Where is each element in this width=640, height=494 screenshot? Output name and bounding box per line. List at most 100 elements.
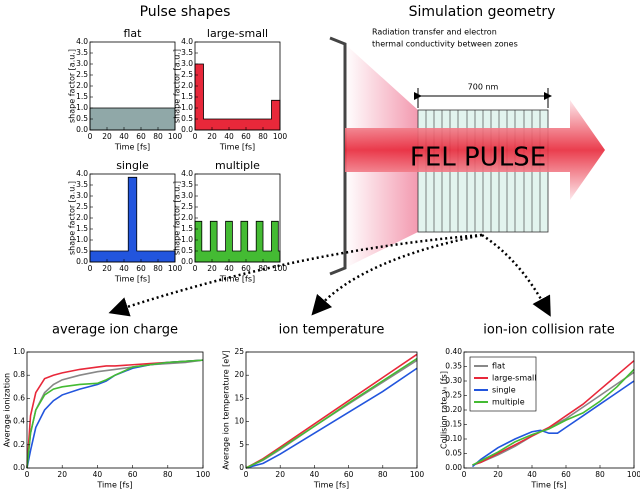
x-axis-label: Time [fs] (313, 481, 349, 490)
y-tick-label: 3.5 (76, 48, 88, 57)
y-tick-label: 1.0 (76, 235, 88, 244)
pulse-label: FEL PULSE (410, 143, 546, 173)
x-tick-label: 100 (168, 264, 183, 273)
x-tick-label: 20 (275, 470, 285, 479)
x-tick-label: 80 (163, 470, 173, 479)
series-line (245, 367, 418, 469)
y-tick-label: 1.5 (76, 224, 88, 233)
x-tick-label: 100 (168, 132, 183, 141)
plot-frame (26, 351, 204, 469)
y-tick-label: 0.00 (445, 463, 462, 472)
x-tick-label: 40 (224, 132, 234, 141)
x-tick-label: 20 (207, 132, 217, 141)
pulse-shape (194, 220, 281, 263)
note: thermal conductivity between zones (372, 40, 518, 49)
width-label: 700 nm (468, 83, 499, 92)
pulse-shape (89, 107, 176, 131)
y-tick-label: 20 (234, 370, 244, 379)
y-tick-label: 2.5 (76, 70, 88, 79)
plot-frame (245, 351, 418, 469)
x-tick-label: 0 (244, 470, 249, 479)
y-axis-label: Average ion temperature [eV] (222, 350, 231, 470)
y-tick-label: 0.5 (181, 246, 193, 255)
x-axis-label: Time [fs] (530, 481, 566, 490)
legend-label: multiple (492, 398, 525, 407)
x-tick-label: 20 (207, 264, 217, 273)
y-tick-label: 0.5 (181, 114, 193, 123)
geometry: FEL PULSE 700 nm Radiation transfer and … (108, 28, 605, 317)
y-tick-label: 0.15 (445, 420, 462, 429)
y-tick-label: 15 (234, 393, 244, 402)
x-tick-label: 40 (224, 264, 234, 273)
chart-title: ion-ion collision rate (483, 323, 615, 338)
x-tick-label: 100 (273, 264, 288, 273)
x-tick-label: 20 (57, 470, 67, 479)
y-tick-label: 0.2 (13, 440, 25, 449)
y-tick-label: 0.0 (181, 125, 193, 134)
legend-label: large-small (492, 374, 536, 383)
y-axis-label: Collision rate νᵢᵢ [fs] (440, 371, 449, 449)
x-tick-label: 60 (344, 470, 354, 479)
x-tick-label: 0 (88, 132, 93, 141)
x-tick-label: 40 (527, 470, 537, 479)
series-line (26, 359, 204, 469)
y-axis-label: shape factor [a.u.] (173, 49, 182, 123)
y-tick-label: 3.0 (76, 59, 88, 68)
y-tick-label: 0.6 (13, 393, 25, 402)
y-tick-label: 10 (234, 417, 244, 426)
x-tick-label: 60 (241, 132, 251, 141)
aperture (329, 36, 347, 276)
chart-title: flat (124, 27, 143, 40)
y-tick-label: 2.0 (181, 81, 193, 90)
y-tick-label: 1.5 (181, 224, 193, 233)
x-tick-label: 60 (136, 132, 146, 141)
plot-area (195, 42, 280, 130)
plot-area (27, 352, 203, 468)
x-tick-label: 40 (119, 132, 129, 141)
y-tick-label: 0.0 (76, 257, 88, 266)
y-tick-label: 1.0 (181, 103, 193, 112)
y-tick-label: 3.5 (76, 180, 88, 189)
y-tick-label: 1.0 (76, 103, 88, 112)
y-tick-label: 25 (234, 347, 244, 356)
x-tick-label: 100 (410, 470, 425, 479)
series-line (472, 360, 635, 466)
y-tick-label: 1.5 (76, 92, 88, 101)
y-axis-label: shape factor [a.u.] (173, 181, 182, 255)
x-tick-label: 0 (88, 264, 93, 273)
y-tick-label: 1.0 (13, 347, 25, 356)
x-tick-label: 20 (493, 470, 503, 479)
y-axis-label: shape factor [a.u.] (68, 181, 77, 255)
x-tick-label: 40 (119, 264, 129, 273)
legend-label: flat (492, 362, 505, 371)
y-tick-label: 0.40 (445, 347, 462, 356)
x-tick-label: 40 (310, 470, 320, 479)
y-tick-label: 0.35 (445, 362, 462, 371)
x-tick-label: 100 (273, 132, 288, 141)
y-tick-label: 0.4 (13, 417, 25, 426)
series-line (471, 380, 635, 468)
y-tick-label: 3.0 (181, 59, 193, 68)
legend-label: single (492, 386, 516, 395)
y-tick-label: 2.0 (76, 213, 88, 222)
y-tick-label: 0.10 (445, 434, 462, 443)
x-axis-label: Time [fs] (96, 481, 132, 490)
y-tick-label: 1.5 (181, 92, 193, 101)
chart-title: average ion charge (52, 323, 178, 338)
x-axis-label: Time [fs] (114, 143, 150, 152)
heading: Simulation geometry (409, 4, 556, 20)
y-tick-label: 0.5 (76, 246, 88, 255)
heading: Pulse shapes (140, 4, 231, 20)
y-axis-label: Average ionization (3, 373, 12, 447)
y-tick-label: 3.5 (181, 180, 193, 189)
x-axis-label: Time [fs] (114, 275, 150, 284)
x-tick-label: 0 (25, 470, 30, 479)
y-tick-label: 3.5 (181, 48, 193, 57)
x-tick-label: 80 (378, 470, 388, 479)
chart-title: large-small (207, 27, 268, 40)
y-tick-label: 0.30 (445, 376, 462, 385)
x-tick-label: 0 (193, 132, 198, 141)
y-tick-label: 4.0 (181, 37, 193, 46)
x-tick-label: 60 (561, 470, 571, 479)
